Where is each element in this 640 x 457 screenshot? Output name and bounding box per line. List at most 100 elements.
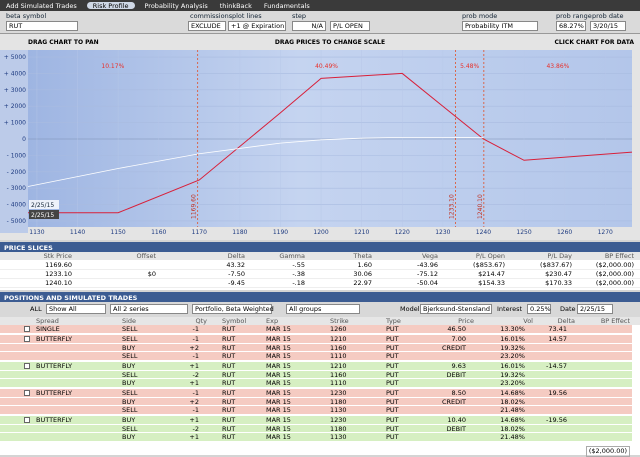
cell: MAR 15 xyxy=(266,362,291,370)
column-header: Offset xyxy=(136,252,156,260)
show[interactable]: Show All xyxy=(46,304,106,314)
column-header: Symbol xyxy=(222,317,247,325)
cell: -1 xyxy=(192,406,199,414)
probability-label: 10.17% xyxy=(101,63,124,70)
position-row: BUY +2 RUT MAR 15 1180 PUT CREDIT 18.02% xyxy=(0,397,632,406)
commissions[interactable]: EXCLUDE xyxy=(188,21,226,31)
cell: RUT xyxy=(222,379,236,387)
cell: +1 xyxy=(189,362,199,370)
model-label: Model xyxy=(400,305,420,313)
prob-date[interactable]: 3/20/15 xyxy=(590,21,626,31)
column-header: Stk Price xyxy=(43,252,72,260)
cell: 1169.60 xyxy=(45,261,72,269)
y-tick-label: + 2000 xyxy=(4,103,26,110)
checkbox[interactable] xyxy=(24,417,30,423)
cell: 7.00 xyxy=(451,335,466,343)
cell: $154.33 xyxy=(478,279,505,287)
cell: -75.12 xyxy=(417,270,438,278)
cell: SELL xyxy=(122,424,138,433)
cell: RUT xyxy=(222,325,236,333)
tab[interactable]: Fundamentals xyxy=(263,2,310,10)
y-tick-label: - 5000 xyxy=(7,218,27,225)
position-row: SELL -1 RUT MAR 15 1110 PUT 23.20% xyxy=(0,352,632,361)
series[interactable]: All 2 series xyxy=(110,304,188,314)
section-header: PRICE SLICES xyxy=(0,242,640,252)
cell: RUT xyxy=(222,416,236,424)
position-row: BUY +2 RUT MAR 15 1160 PUT CREDIT 19.32% xyxy=(0,343,632,352)
cell: 19.32% xyxy=(500,370,525,379)
y-tick-label: + 4000 xyxy=(4,70,26,77)
cell: ($853.67) xyxy=(473,261,505,269)
cell: -50.04 xyxy=(417,279,438,287)
plot-lines[interactable]: +1 @ Expiration xyxy=(228,21,286,31)
checkbox[interactable] xyxy=(24,390,30,396)
x-tick-label: 1140 xyxy=(70,229,85,236)
cell: 8.50 xyxy=(451,389,466,397)
cell: SELL xyxy=(122,335,138,343)
slice-row: 1233.10 $0 -7.50 -.38 30.06 -75.12 $214.47 $230… xyxy=(0,270,640,279)
cell: BUTTERFLY xyxy=(36,389,73,397)
step[interactable]: N/A xyxy=(292,21,326,31)
tab-bar: Add Simulated Trades Risk Profile Probabil… xyxy=(0,0,640,11)
cell: 1130 xyxy=(330,433,347,441)
column-header: Price xyxy=(458,317,474,325)
column-header: Exp xyxy=(266,317,279,325)
cell: MAR 15 xyxy=(266,389,291,397)
cell: 19.56 xyxy=(548,389,567,397)
position-row: BUY +1 RUT MAR 15 1130 PUT 21.48% xyxy=(0,433,632,442)
cell: 1110 xyxy=(330,352,347,360)
cell: BUTTERFLY xyxy=(36,416,73,424)
cell: PUT xyxy=(386,433,399,441)
cell: ($837.67) xyxy=(540,261,572,269)
prob-mode[interactable]: Probability ITM xyxy=(462,21,538,31)
cell: MAR 15 xyxy=(266,397,291,406)
cell: SELL xyxy=(122,406,138,414)
cell: MAR 15 xyxy=(266,416,291,424)
column-header: Vega xyxy=(421,252,438,260)
position-row: SELL -2 RUT MAR 15 1180 PUT DEBIT 18.02% xyxy=(0,424,632,433)
column-header: BP Effect xyxy=(600,317,630,325)
date[interactable]: 2/25/15 xyxy=(577,304,613,314)
portfolio[interactable]: Portfolio, Beta Weighted xyxy=(192,304,274,314)
checkbox[interactable] xyxy=(24,363,30,369)
cell: $214.47 xyxy=(478,270,505,278)
tab[interactable]: Probability Analysis xyxy=(144,2,208,10)
checkbox[interactable] xyxy=(24,326,30,332)
cell: PUT xyxy=(386,362,399,370)
tab[interactable]: thinkBack xyxy=(219,2,252,10)
commissions-label: commissions xyxy=(190,12,233,20)
tab[interactable]: Risk Profile xyxy=(86,2,135,10)
y-tick-label: + 5000 xyxy=(4,54,26,61)
cell: 1240.10 xyxy=(45,279,72,287)
cell: -43.96 xyxy=(417,261,438,269)
cell: RUT xyxy=(222,433,236,441)
position-row: SELL -2 RUT MAR 15 1160 PUT DEBIT 19.32% xyxy=(0,370,632,379)
interest[interactable]: 0.25% xyxy=(527,304,551,314)
cell: 14.68% xyxy=(500,416,525,424)
tab[interactable]: Add Simulated Trades xyxy=(6,2,77,10)
model[interactable]: Bjerksund-Stensland xyxy=(420,304,492,314)
groups[interactable]: All groups xyxy=(286,304,360,314)
pl-mode[interactable]: P/L OPEN xyxy=(330,21,370,31)
cell: SELL xyxy=(122,325,138,333)
cell: 21.48% xyxy=(500,406,525,414)
prob-range[interactable]: 68.27% xyxy=(556,21,586,31)
cell: ($2,000.00) xyxy=(595,270,634,278)
cell: MAR 15 xyxy=(266,379,291,387)
beta-symbol[interactable]: RUT xyxy=(6,21,78,31)
column-header: Theta xyxy=(353,252,372,260)
cell: -.18 xyxy=(292,279,305,287)
date-label: 2/25/15 xyxy=(31,202,54,209)
cell: RUT xyxy=(222,389,236,397)
slice-label: 1169.60 xyxy=(191,194,198,219)
cell: PUT xyxy=(386,370,399,379)
cell: 1160 xyxy=(330,370,347,379)
cell: RUT xyxy=(222,370,236,379)
checkbox[interactable] xyxy=(24,336,30,342)
cell: 1230 xyxy=(330,389,347,397)
cell: -1 xyxy=(192,325,199,333)
y-tick-label: + 1000 xyxy=(4,120,26,127)
column-header: Side xyxy=(122,317,137,325)
cell: 22.97 xyxy=(353,279,372,287)
cell: $230.47 xyxy=(545,270,572,278)
